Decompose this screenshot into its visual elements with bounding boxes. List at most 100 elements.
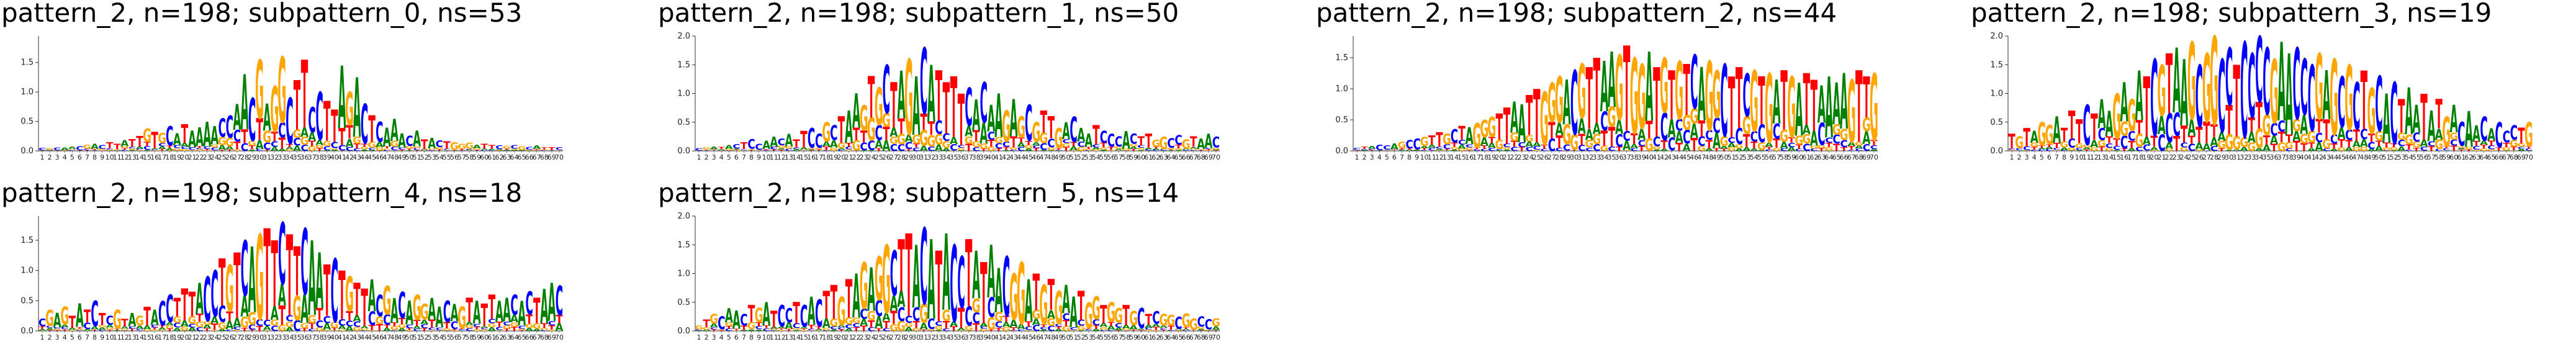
y-tick-label: 1.0 — [20, 88, 34, 97]
x-position-label: 58 — [465, 333, 474, 341]
logo-letter-G: G — [1450, 146, 1459, 150]
sequence-logo-chart: 0.00.51.01.5TC1TCAG2TAC3TGA4CGA5TC6TCG7C… — [20, 36, 564, 161]
logo-letter-G: G — [210, 144, 219, 149]
logo-letter-G: G — [143, 329, 151, 332]
logo-letter-G: G — [1137, 147, 1145, 150]
x-position-label: 64 — [510, 153, 519, 161]
logo-letter-A: A — [525, 327, 533, 332]
logo-letter-T: T — [316, 147, 323, 151]
logo-letter-T: T — [399, 317, 406, 327]
logo-letter-A: A — [1368, 145, 1376, 150]
logo-letter-A: A — [2412, 97, 2420, 142]
logo-letter-C: C — [822, 150, 831, 151]
x-position-label: 32 — [927, 333, 935, 341]
logo-letter-C: C — [1002, 241, 1010, 336]
x-position-label: 11 — [113, 153, 122, 161]
x-position-label: 41 — [994, 333, 1003, 341]
x-position-label: 58 — [1122, 153, 1130, 161]
y-tick-label: 0.5 — [20, 117, 34, 127]
logo-letter-T: T — [2248, 114, 2256, 137]
logo-letter-T: T — [114, 328, 122, 331]
logo-letter-G: G — [1398, 140, 1407, 151]
logo-letter-G: G — [330, 148, 339, 150]
logo-letter-G: G — [38, 330, 47, 331]
logo-letter-G: G — [1390, 150, 1398, 151]
logo-letter-A: A — [2173, 30, 2181, 134]
logo-letter-A: A — [435, 150, 444, 151]
x-position-label: 33 — [934, 153, 943, 161]
logo-letter-A: A — [1600, 47, 1608, 128]
logo-letter-T: T — [496, 150, 504, 151]
x-position-label: 59 — [1129, 153, 1138, 161]
logo-letter-A: A — [135, 325, 144, 330]
logo-letter-G: G — [503, 145, 511, 150]
logo-letter-G: G — [1510, 130, 1519, 144]
logo-position-stack: AG — [518, 146, 526, 151]
logo-letter-A: A — [1055, 328, 1063, 332]
logo-letter-T: T — [875, 327, 883, 332]
x-position-label: 35 — [1607, 153, 1616, 161]
x-position-label: 26 — [882, 153, 891, 161]
x-position-label: 40 — [2300, 153, 2308, 161]
logo-letter-C: C — [2450, 138, 2457, 148]
logo-letter-G: G — [1024, 144, 1033, 150]
logo-letter-C: C — [935, 117, 942, 138]
x-position-label: 18 — [165, 153, 174, 161]
logo-letter-A: A — [338, 49, 346, 149]
logo-position-stack: TAC — [950, 225, 958, 347]
logo-letter-C: C — [173, 145, 181, 150]
logo-letter-T: T — [1533, 75, 1541, 160]
logo-letter-T: T — [368, 109, 376, 151]
logo-letter-C: C — [473, 150, 480, 151]
x-position-label: 35 — [2262, 153, 2271, 161]
logo-letter-G: G — [375, 315, 384, 327]
logo-letter-T: T — [1750, 140, 1758, 151]
logo-letter-C: C — [1077, 141, 1084, 149]
logo-letter-G: G — [158, 130, 166, 147]
logo-letter-G: G — [2510, 138, 2518, 149]
x-position-label: 39 — [2292, 153, 2301, 161]
logo-letter-C: C — [541, 150, 548, 151]
x-position-label: 25 — [218, 153, 227, 161]
logo-letter-G: G — [1623, 150, 1631, 151]
logo-letter-G: G — [732, 150, 741, 151]
logo-letter-C: C — [710, 150, 718, 151]
logo-letter-T: T — [1548, 118, 1556, 144]
logo-letter-G: G — [2375, 130, 2384, 144]
x-position-label: 4 — [63, 153, 67, 161]
logo-letter-A: A — [495, 296, 503, 329]
logo-letter-A: A — [128, 149, 137, 151]
logo-letter-T: T — [793, 138, 800, 151]
logo-letter-A: A — [845, 103, 853, 155]
logo-letter-T: T — [181, 281, 189, 332]
logo-letter-C: C — [1795, 148, 1803, 151]
x-position-label: 4 — [719, 333, 724, 341]
logo-position-stack: CAT — [488, 145, 497, 151]
logo-letter-G: G — [1615, 37, 1624, 140]
logo-letter-C: C — [927, 146, 935, 153]
x-position-label: 32 — [270, 153, 279, 161]
logo-letter-A: A — [405, 295, 413, 333]
x-position-label: 62 — [1151, 153, 1160, 161]
logo-letter-C: C — [957, 243, 965, 325]
logo-letter-C: C — [241, 226, 248, 314]
logo-letter-G: G — [135, 150, 144, 151]
logo-letter-T: T — [76, 327, 84, 329]
logo-letter-C: C — [1212, 134, 1220, 151]
logo-position-stack: CTG — [1472, 117, 1481, 156]
logo-letter-A: A — [1847, 141, 1856, 148]
logo-letter-T: T — [174, 294, 181, 323]
logo-letter-A: A — [488, 149, 497, 150]
